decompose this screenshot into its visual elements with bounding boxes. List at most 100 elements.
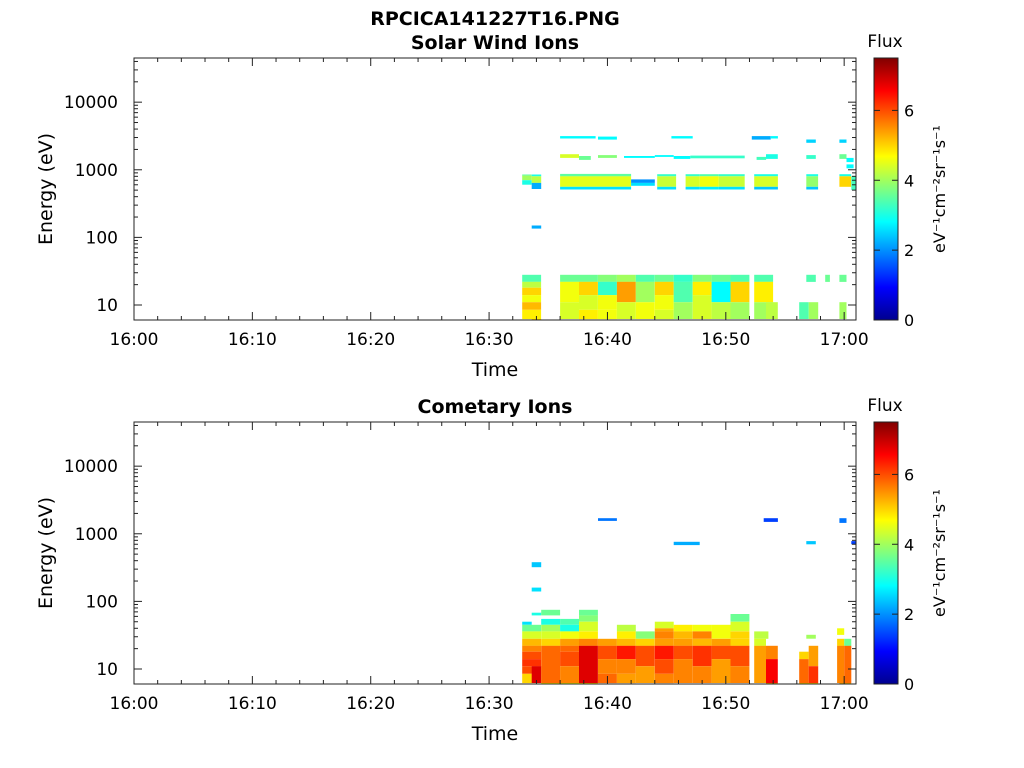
heatmap-cell — [754, 176, 778, 187]
heatmap-cell — [692, 295, 712, 319]
heatmap-cell — [756, 156, 767, 160]
heatmap-cell — [730, 638, 750, 646]
heatmap-cell — [692, 666, 712, 683]
heatmap-cell — [851, 541, 856, 545]
figure-title: RPCICA141227T16.PNG — [370, 8, 620, 30]
colorbar-tick-label: 2 — [904, 241, 914, 260]
heatmap-cell — [766, 645, 778, 660]
heatmap-cell — [808, 666, 819, 683]
heatmap-cell — [730, 621, 750, 632]
heatmap-cell — [766, 154, 778, 159]
heatmap-cell — [699, 176, 719, 187]
heatmap-cell — [711, 659, 731, 683]
heatmap-cell — [598, 274, 617, 282]
colorbar-title: Flux — [867, 396, 902, 416]
heatmap-cell — [522, 659, 542, 667]
heatmap-cell — [699, 186, 719, 190]
heatmap-cell — [711, 638, 731, 646]
heatmap-cell — [635, 666, 655, 683]
heatmap-cell — [718, 186, 745, 190]
heatmap-cell — [624, 156, 655, 158]
heatmap-cell — [711, 281, 731, 303]
x-tick-label: 16:20 — [346, 694, 395, 714]
x-tick-label: 16:00 — [110, 694, 159, 714]
heatmap-cell — [839, 518, 847, 523]
colorbar-tick-label: 0 — [904, 311, 914, 330]
colorbar-title: Flux — [867, 32, 902, 52]
heatmap-cell — [699, 174, 719, 177]
x-tick-label: 16:30 — [465, 330, 514, 350]
heatmap-cell — [541, 631, 561, 639]
heatmap-cell — [839, 154, 847, 159]
heatmap-cell — [560, 651, 579, 667]
heatmap-cell — [763, 518, 778, 522]
heatmap-cell — [616, 624, 636, 632]
heatmap-cell — [711, 624, 731, 639]
axis-ticks: 16:00 16:10 16:20 16:30 16:40 16:50 17:00 10 100… — [64, 422, 869, 714]
heatmap-cell — [635, 638, 655, 646]
heatmap-cell — [799, 659, 809, 683]
heatmap-cell — [531, 612, 542, 616]
heatmap-cell — [531, 182, 542, 189]
heatmap-cell — [673, 541, 700, 546]
heatmap-cell — [635, 302, 655, 319]
x-tick-label: 17:00 — [820, 330, 869, 350]
heatmap-cell — [654, 295, 674, 310]
heatmap-cell — [522, 281, 542, 288]
heatmap-cell — [657, 186, 677, 190]
heatmap-cell — [754, 174, 778, 177]
heatmap-cell — [616, 281, 636, 303]
heatmap-cell — [825, 274, 830, 282]
heatmap-cell — [541, 645, 561, 683]
colorbar-gradient — [873, 57, 899, 321]
heatmap-cell — [635, 274, 655, 282]
heatmap-cell — [673, 281, 693, 303]
heatmap-cell — [522, 624, 542, 632]
heatmap-cell — [579, 609, 598, 616]
heatmap-cell — [799, 651, 809, 660]
heatmap-cell — [766, 302, 778, 319]
heatmap-cell — [657, 174, 677, 177]
x-tick-label: 16:20 — [346, 330, 395, 350]
heatmap-cell — [654, 631, 674, 639]
x-tick-label: 16:40 — [583, 330, 632, 350]
heatmap-cell — [560, 645, 579, 652]
heatmap-cell — [754, 631, 769, 639]
heatmap-cell — [766, 659, 778, 683]
heatmap-cell — [685, 174, 700, 177]
heatmap-cell — [837, 638, 845, 646]
y-tick-label: 10 — [96, 296, 118, 316]
heatmap-cell — [616, 638, 636, 646]
heatmap-cell — [579, 274, 598, 282]
heatmap-cell — [541, 609, 561, 616]
y-tick-label: 1000 — [75, 525, 118, 545]
heatmap-cell — [522, 302, 542, 310]
heatmap-cell — [711, 645, 731, 660]
heatmap-cell — [806, 274, 816, 282]
heatmap-cell — [635, 645, 655, 667]
heatmap-cell — [560, 154, 579, 158]
heatmap-cell — [579, 615, 598, 622]
heatmap-cell — [560, 666, 579, 683]
heatmap-cell — [579, 621, 598, 632]
heatmap-cell — [579, 281, 598, 296]
heatmap-cell — [692, 281, 712, 296]
heatmap-cell — [579, 156, 591, 160]
heatmap-cell — [631, 182, 655, 186]
heatmap-cell — [631, 179, 655, 183]
panel-title-cometary: Cometary Ions — [418, 396, 573, 418]
plot-frame — [133, 421, 857, 685]
heatmap-cell — [522, 175, 532, 181]
heatmap-cell — [730, 666, 750, 683]
heatmap-cell — [806, 155, 816, 159]
colorbar-tick-label: 4 — [904, 535, 914, 554]
y-tick-label: 10000 — [64, 93, 118, 113]
heatmap-cell — [654, 638, 674, 646]
heatmap-cell — [598, 659, 617, 674]
heatmap-cell — [579, 295, 598, 310]
heatmap-cell — [730, 274, 750, 282]
x-tick-label: 16:40 — [583, 694, 632, 714]
x-tick-label: 16:10 — [228, 330, 277, 350]
plot-frame — [133, 57, 857, 321]
